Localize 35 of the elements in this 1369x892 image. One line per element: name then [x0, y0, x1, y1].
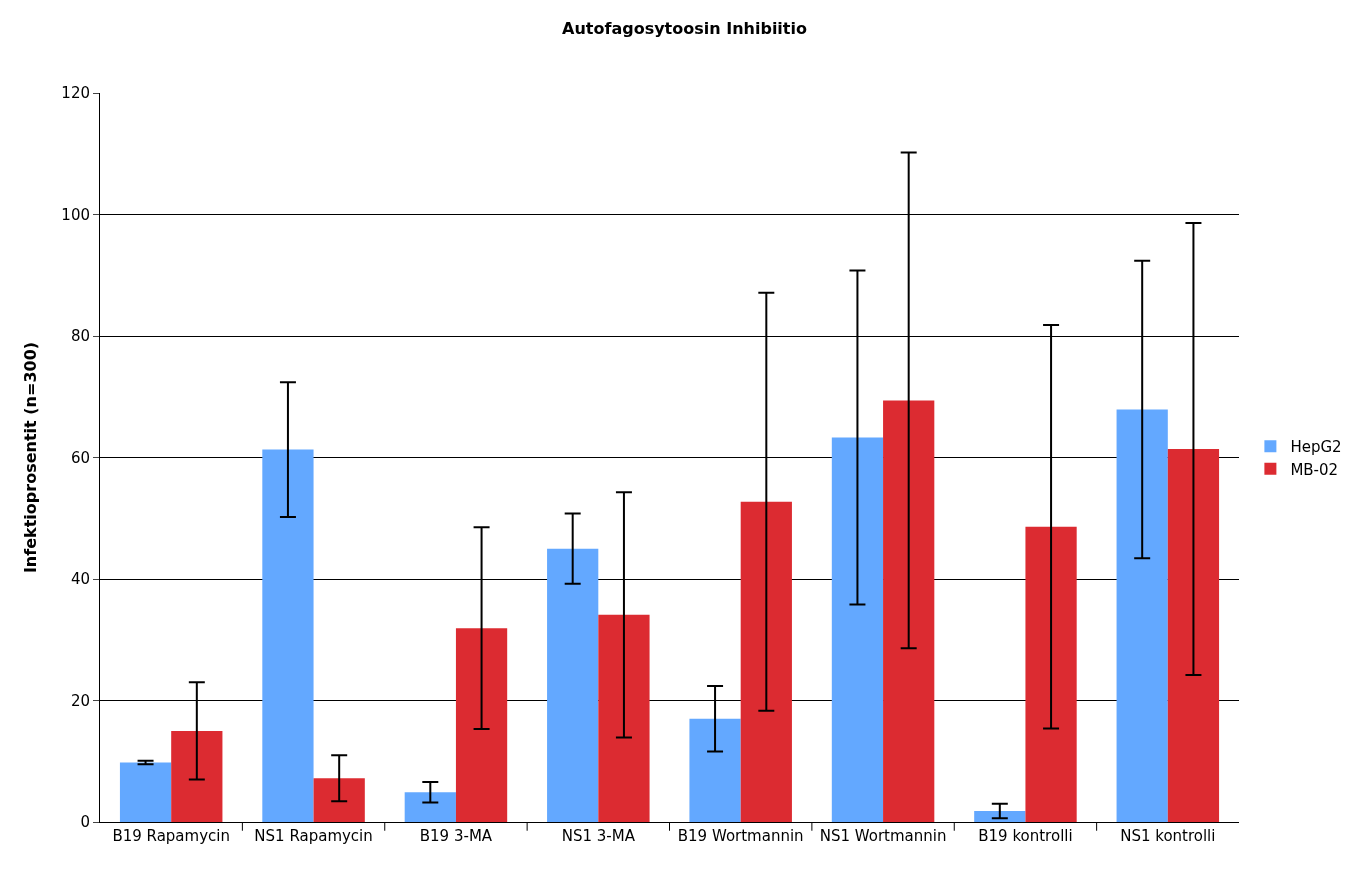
bar: [313, 778, 365, 822]
bar: [262, 449, 314, 822]
y-tick-label: 20: [70, 691, 90, 710]
bar: [171, 730, 223, 822]
y-tick-label: 0: [80, 813, 90, 832]
y-tick-label: 40: [70, 570, 90, 589]
y-axis-title: Infektioprosentit (n=300): [21, 341, 41, 574]
bar: [1025, 526, 1077, 822]
chart-title: Autofagosytoosin Inhibiitio: [562, 18, 807, 38]
x-tick-label: NS1 Wortmannin: [819, 827, 947, 845]
bar: [1116, 409, 1168, 822]
x-tick-label: B19 3-MA: [419, 827, 493, 845]
x-tick-label: B19 Rapamycin: [112, 827, 230, 845]
bar: [883, 400, 935, 822]
legend-label: MB-02: [1290, 460, 1339, 479]
bar: [831, 437, 884, 822]
bar: [455, 628, 508, 822]
x-tick-label: NS1 kontrolli: [1120, 827, 1216, 845]
bar: [119, 762, 172, 822]
y-tick-label: 120: [61, 84, 90, 103]
bar: [1167, 449, 1220, 822]
x-tick-label: NS1 3-MA: [561, 827, 636, 845]
y-tick-label: 100: [61, 205, 90, 224]
bar: [547, 548, 599, 822]
bar: [598, 614, 650, 822]
x-tick-label: NS1 Rapamycin: [254, 827, 373, 845]
bar: [689, 718, 741, 822]
y-tick-label: 80: [70, 327, 90, 346]
bar: [740, 501, 792, 822]
x-tick-label: B19 kontrolli: [978, 827, 1073, 845]
bar: [404, 792, 456, 822]
legend-label: HepG2: [1290, 438, 1342, 457]
x-tick-label: B19 Wortmannin: [677, 827, 804, 845]
y-tick-label: 60: [70, 448, 90, 467]
bar: [974, 811, 1026, 822]
